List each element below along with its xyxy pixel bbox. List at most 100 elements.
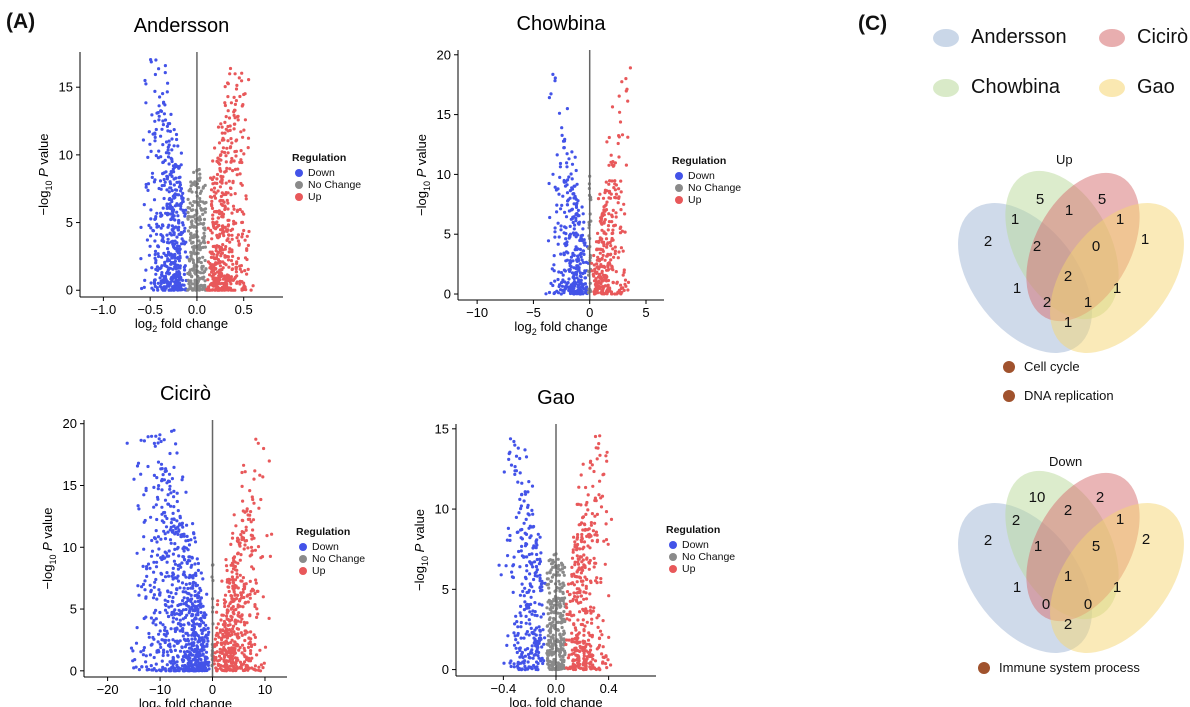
venn-count-bd: 1 — [1113, 579, 1121, 596]
point-down — [173, 247, 178, 251]
point-nc — [201, 186, 205, 190]
point-down — [179, 276, 183, 280]
point-nc — [197, 245, 201, 249]
point-up — [213, 244, 217, 248]
point-up — [235, 138, 239, 142]
point-down — [157, 104, 161, 108]
point-up — [206, 226, 210, 230]
point-up — [232, 207, 236, 211]
point-up — [224, 263, 228, 267]
plot-title: Andersson — [134, 15, 230, 37]
point-nc — [201, 236, 205, 240]
point-up — [242, 228, 246, 233]
point-nc — [199, 261, 203, 265]
point-down — [177, 180, 181, 184]
point-down — [172, 183, 176, 187]
point-up — [220, 181, 224, 185]
point-down — [166, 247, 170, 251]
point-down — [141, 138, 145, 142]
point-up — [221, 243, 225, 247]
point-nc — [190, 203, 194, 208]
point-up — [243, 256, 248, 260]
point-down — [573, 223, 577, 227]
point-down — [154, 127, 158, 132]
point-down — [168, 253, 172, 257]
point-up — [210, 204, 214, 208]
point-nc — [197, 276, 201, 280]
point-up — [233, 102, 237, 106]
point-up — [243, 269, 247, 273]
go-term-label: Immune system process — [999, 660, 1140, 675]
point-nc — [192, 248, 196, 252]
point-down — [176, 256, 180, 260]
point-down — [172, 128, 176, 132]
venn-count-ad: 2 — [1064, 616, 1072, 633]
point-down — [179, 189, 183, 193]
point-up — [227, 250, 231, 254]
point-down — [177, 176, 181, 180]
point-down — [180, 283, 184, 287]
x-tick-label: −0.5 — [137, 302, 163, 317]
point-down — [149, 58, 153, 62]
point-up — [212, 186, 217, 190]
panel-label-a: (A) — [6, 10, 36, 33]
venn-count-ab: 1 — [1011, 211, 1019, 228]
point-nc — [203, 279, 207, 283]
point-up — [245, 247, 249, 251]
point-up — [234, 154, 238, 158]
point-up — [208, 273, 212, 277]
point-nc — [191, 261, 196, 265]
point-up — [214, 191, 218, 195]
point-down — [168, 282, 172, 286]
point-up — [240, 104, 244, 108]
point-down — [177, 272, 181, 276]
point-up — [226, 255, 230, 259]
point-down — [154, 232, 159, 236]
point-up — [206, 278, 210, 282]
point-down — [159, 282, 163, 286]
venn-count-bd: 1 — [1113, 280, 1121, 297]
point-up — [218, 249, 222, 253]
point-down — [153, 217, 157, 221]
point-down — [153, 89, 157, 93]
point-nc — [197, 178, 201, 183]
point-down — [157, 114, 161, 118]
point-up — [243, 285, 247, 289]
point-up — [221, 146, 225, 150]
point-up — [224, 274, 228, 279]
point-up — [219, 246, 223, 250]
point-down — [167, 162, 171, 166]
point-up — [224, 181, 228, 185]
point-down — [160, 213, 164, 217]
point-up — [232, 108, 237, 112]
point-up — [226, 191, 230, 195]
point-nc — [197, 239, 201, 243]
point-up — [240, 220, 245, 224]
point-up — [246, 136, 251, 140]
point-down — [173, 256, 177, 260]
venn-count-cd: 1 — [1116, 211, 1124, 228]
point-up — [226, 151, 230, 155]
point-up — [214, 257, 218, 261]
point-up — [220, 131, 224, 135]
point-down — [171, 239, 175, 243]
point-down — [153, 119, 157, 123]
point-down — [176, 214, 180, 218]
point-up — [223, 207, 227, 212]
point-down — [162, 196, 166, 201]
point-nc — [190, 190, 194, 194]
point-up — [246, 146, 250, 150]
y-tick-label: 15 — [59, 80, 73, 95]
point-down — [142, 203, 146, 207]
point-nc — [193, 245, 197, 249]
point-down — [181, 239, 185, 243]
point-down — [149, 234, 153, 238]
point-up — [223, 101, 227, 105]
point-up — [210, 206, 215, 210]
point-up — [242, 281, 246, 285]
point-nc — [203, 210, 207, 214]
point-nc — [197, 284, 201, 288]
point-down — [158, 95, 162, 99]
point-down — [146, 155, 150, 159]
